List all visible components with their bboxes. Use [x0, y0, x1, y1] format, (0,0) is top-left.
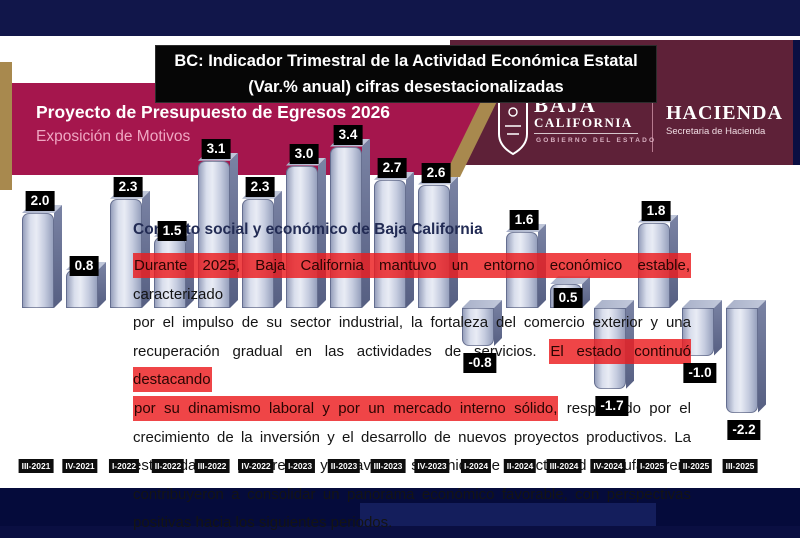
bar-value-label: 1.6	[509, 210, 539, 230]
bar-value-label: 2.7	[377, 157, 407, 178]
banner-subtitle: Exposición de Motivos	[36, 128, 191, 145]
bar-front-face	[726, 308, 758, 413]
logo-vertical-divider	[652, 100, 653, 152]
bar-top-face	[594, 300, 634, 308]
bar-top-face	[682, 300, 722, 308]
bar-side-face	[274, 190, 282, 308]
x-axis-tick-label: III-2022	[194, 459, 230, 473]
highlighted-text: Durante 2025, Baja California mantuvo un…	[133, 253, 691, 278]
bar-value-label: 3.1	[201, 138, 231, 159]
paragraph-line: por el impulso de su sector industrial, …	[133, 309, 691, 338]
body-text: caracterizado	[133, 285, 224, 303]
x-axis-tick-label: III-2024	[546, 459, 582, 473]
bar-top-face	[726, 300, 766, 308]
bar-side-face	[494, 300, 502, 346]
bar-side-face	[406, 171, 414, 308]
bar-value-label: 2.0	[25, 191, 55, 211]
bar-value-label: 1.5	[157, 220, 187, 241]
body-text: por el impulso de su sector industrial, …	[133, 314, 691, 332]
bar-front-face	[22, 213, 54, 308]
bar-value-label: 3.4	[333, 124, 363, 145]
highlighted-text: por su dinamismo laboral y por un mercad…	[133, 395, 559, 421]
bar-side-face	[142, 190, 150, 308]
bar-value-label: 2.6	[421, 162, 451, 183]
bar-front-face	[66, 270, 98, 308]
x-axis-tick-label: IV-2024	[590, 459, 626, 473]
logo-state-name-bottom: CALIFORNIA	[534, 115, 633, 130]
left-gold-stripe	[0, 62, 12, 190]
chart-title-line1: BC: Indicador Trimestral de la Actividad…	[174, 52, 638, 70]
bar-side-face	[318, 157, 326, 308]
bar-front-face	[374, 179, 406, 308]
logo-state-caption: GOBIERNO DEL ESTADO	[536, 137, 657, 144]
bar-value-label: -1.7	[595, 395, 629, 416]
bar-front-face	[330, 146, 362, 308]
x-axis-tick-label: IV-2021	[62, 459, 98, 473]
bar-side-face	[54, 205, 62, 308]
body-text: crecimiento de la inversión y el desarro…	[133, 428, 691, 446]
chart-title-box: BC: Indicador Trimestral de la Actividad…	[155, 45, 657, 103]
x-axis-tick-label: I-2022	[108, 459, 140, 473]
bar-side-face	[450, 176, 458, 308]
footer-accent-bar	[360, 503, 656, 526]
paragraph-line: crecimiento de la inversión y el desarro…	[133, 424, 691, 453]
x-axis-tick-label: III-2023	[370, 459, 406, 473]
bar-value-label: 1.8	[641, 200, 671, 221]
paragraph-line: contribuyeron a consolidar un panorama e…	[133, 481, 691, 510]
body-text: recuperación gradual en las actividades …	[133, 342, 550, 360]
bar-front-face	[418, 184, 450, 308]
x-axis-tick-label: I-2025	[636, 459, 668, 473]
bar-front-face	[462, 308, 494, 346]
bar-chart	[22, 138, 766, 413]
chart-title-line2: (Var.% anual) cifras desestacionalizadas	[248, 78, 564, 96]
x-axis-tick-label: I-2023	[284, 459, 316, 473]
section-heading: Contexto social y económico de Baja Cali…	[133, 221, 483, 238]
x-axis-tick-label: IV-2022	[238, 459, 274, 473]
banner-title: Proyecto de Presupuesto de Egresos 2026	[36, 102, 391, 122]
bar-front-face	[198, 160, 230, 308]
bar-value-label: 3.0	[289, 143, 319, 164]
bar-top-face	[462, 300, 502, 308]
bar-top-face	[550, 276, 590, 285]
x-axis-tick-label: III-2021	[18, 459, 54, 473]
chart-labels-layer: 2.0 III-2021 0.8 IV-2021 2.3 I-2022 1.5 II-2022…	[18, 124, 761, 473]
bar-side-face	[98, 262, 106, 308]
bar-side-face	[362, 138, 370, 308]
baja-california-shield-icon	[498, 95, 528, 156]
bar-side-face	[230, 152, 238, 308]
logo-ministry-caption: Secretaria de Hacienda	[666, 126, 766, 137]
bar-value-label: 0.8	[69, 256, 99, 276]
bar-value-label: -2.2	[727, 419, 761, 440]
x-axis-tick-label: II-2024	[503, 459, 537, 473]
paragraph-line: recuperación gradual en las actividades …	[133, 338, 692, 395]
x-axis-tick-label: II-2023	[327, 459, 361, 473]
top-navy-band	[0, 0, 800, 36]
header-right-frame-edge	[793, 40, 800, 165]
bar-value-label: 2.3	[113, 176, 143, 197]
bar-front-face	[286, 165, 318, 308]
bar-value-label: 0.5	[553, 288, 583, 309]
bar-value-label: -1.0	[683, 362, 717, 383]
bar-side-face	[758, 300, 766, 413]
bar-value-label: -0.8	[463, 353, 497, 373]
body-text: contribuyeron a consolidar un panorama e…	[133, 485, 691, 503]
x-axis-tick-label: IV-2023	[414, 459, 450, 473]
bar-value-label: 2.3	[245, 176, 275, 197]
x-axis-tick-label: II-2022	[151, 459, 185, 473]
bar-side-face	[714, 300, 722, 356]
x-axis-tick-label: I-2024	[460, 459, 492, 473]
x-axis-tick-label: III-2025	[722, 459, 758, 473]
logo-divider-line	[534, 133, 638, 134]
x-axis-tick-label: II-2025	[679, 459, 713, 473]
bar-side-face	[582, 276, 590, 308]
logo-ministry-name: HACIENDA	[666, 102, 783, 124]
paragraph-line: Durante 2025, Baja California mantuvo un…	[133, 252, 691, 309]
